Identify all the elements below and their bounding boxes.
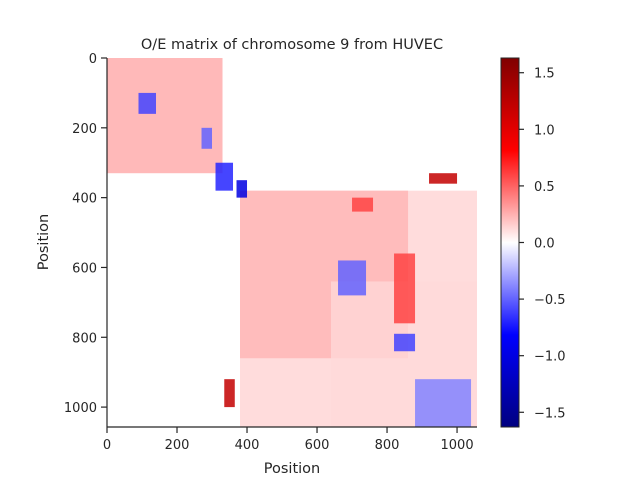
colorbar-tick-label: −0.5 (534, 293, 566, 308)
x-tick-label: 0 (103, 438, 111, 453)
colorbar-tick-label: 1.0 (534, 123, 555, 138)
y-tick-label: 200 (72, 122, 97, 137)
y-tick-label: 800 (72, 331, 97, 346)
colorbar-ticks: 1.5 1.0 0.5 0.0 −0.5 −1.0 −1.5 (519, 67, 566, 421)
heatmap-feature (201, 127, 213, 149)
x-tick-label: 600 (305, 438, 330, 453)
colorbar (500, 57, 520, 428)
heatmap-feature (415, 379, 472, 427)
x-axis-ticks: 0 200 400 600 800 1000 (103, 427, 474, 453)
heatmap-feature (429, 173, 458, 184)
y-axis-ticks: 0 200 400 600 800 1000 (64, 52, 107, 416)
y-tick-label: 1000 (64, 401, 97, 416)
colorbar-tick-label: 1.5 (534, 67, 555, 82)
colorbar-tick-label: 0.0 (534, 237, 555, 252)
x-tick-label: 1000 (441, 438, 474, 453)
heatmap-feature (138, 92, 157, 114)
heatmap-area (107, 58, 477, 427)
y-tick-label: 600 (72, 261, 97, 276)
y-axis-label: Position (36, 214, 52, 270)
x-tick-label: 800 (375, 438, 400, 453)
colorbar-tick-label: −1.5 (534, 406, 566, 421)
heatmap-block (107, 58, 223, 174)
heatmap-feature (394, 333, 416, 352)
x-tick-label: 400 (235, 438, 260, 453)
heatmap-feature (224, 379, 235, 408)
colorbar-tick-label: −1.0 (534, 350, 566, 365)
colorbar-tick-label: 0.5 (534, 180, 555, 195)
heatmap-feature (236, 180, 248, 198)
heatmap-feature (338, 260, 367, 296)
y-tick-label: 0 (89, 52, 97, 67)
heatmap-feature (394, 253, 416, 324)
chart-title: O/E matrix of chromosome 9 from HUVEC (141, 37, 443, 53)
y-tick-label: 400 (72, 192, 97, 207)
x-tick-label: 200 (165, 438, 190, 453)
x-axis-label: Position (264, 461, 320, 477)
heatmap-feature (215, 162, 234, 191)
heatmap-feature (352, 197, 374, 212)
